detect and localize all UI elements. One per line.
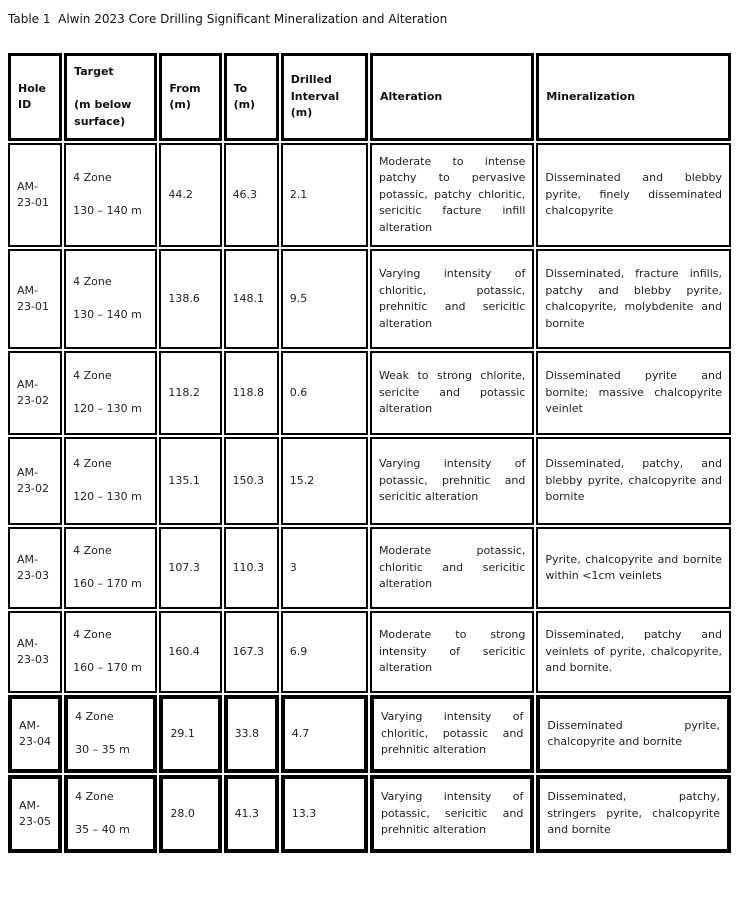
cell-hole-id: AM-23-03 bbox=[8, 611, 63, 693]
cell-drilled-interval: 9.5 bbox=[280, 249, 368, 349]
cell-from: 29.1 bbox=[159, 695, 222, 773]
table-row: AM-23-02 4 Zone 120 – 130 m 118.2 118.8 … bbox=[8, 351, 731, 435]
header-to: To (m) bbox=[223, 53, 279, 141]
cell-mineralization: Disseminated and blebby pyrite, finely d… bbox=[536, 143, 731, 247]
cell-hole-id: AM-23-02 bbox=[8, 437, 63, 525]
cell-mineralization: Disseminated, fracture infills, patchy a… bbox=[536, 249, 731, 349]
cell-drilled-interval: 4.7 bbox=[280, 695, 368, 773]
header-row: Hole ID Target (m below surface) From (m… bbox=[8, 53, 731, 141]
table-row: AM-23-01 4 Zone 130 – 140 m 44.2 46.3 2.… bbox=[8, 143, 731, 247]
cell-to: 110.3 bbox=[223, 527, 279, 609]
cell-mineralization: Pyrite, chalcopyrite and bornite within … bbox=[536, 527, 731, 609]
cell-target: 4 Zone 130 – 140 m bbox=[64, 143, 158, 247]
header-mineralization: Mineralization bbox=[536, 53, 731, 141]
cell-alteration: Moderate to strong intensity of sericiti… bbox=[369, 611, 535, 693]
cell-mineralization: Disseminated, patchy and veinlets of pyr… bbox=[536, 611, 731, 693]
cell-drilled-interval: 15.2 bbox=[280, 437, 368, 525]
table-row: AM-23-01 4 Zone 130 – 140 m 138.6 148.1 … bbox=[8, 249, 731, 349]
cell-mineralization: Disseminated pyrite and bornite; massive… bbox=[536, 351, 731, 435]
cell-hole-id: AM-23-01 bbox=[8, 249, 63, 349]
cell-target: 4 Zone 35 – 40 m bbox=[64, 775, 158, 853]
cell-to: 41.3 bbox=[223, 775, 279, 853]
cell-alteration: Moderate potassic, chloritic and sericit… bbox=[369, 527, 535, 609]
cell-target: 4 Zone 160 – 170 m bbox=[64, 527, 158, 609]
cell-target: 4 Zone 30 – 35 m bbox=[64, 695, 158, 773]
cell-to: 148.1 bbox=[223, 249, 279, 349]
cell-to: 33.8 bbox=[223, 695, 279, 773]
cell-from: 28.0 bbox=[159, 775, 222, 853]
cell-hole-id: AM-23-03 bbox=[8, 527, 63, 609]
header-hole-id: Hole ID bbox=[8, 53, 63, 141]
cell-drilled-interval: 2.1 bbox=[280, 143, 368, 247]
cell-mineralization: Disseminated, patchy, stringers pyrite, … bbox=[536, 775, 731, 853]
cell-from: 160.4 bbox=[159, 611, 222, 693]
cell-from: 138.6 bbox=[159, 249, 222, 349]
cell-alteration: Varying intensity of potassic, prehnitic… bbox=[369, 437, 535, 525]
cell-drilled-interval: 0.6 bbox=[280, 351, 368, 435]
cell-hole-id: AM-23-05 bbox=[8, 775, 63, 853]
cell-from: 118.2 bbox=[159, 351, 222, 435]
cell-mineralization: Disseminated, patchy, and blebby pyrite,… bbox=[536, 437, 731, 525]
cell-target: 4 Zone 130 – 140 m bbox=[64, 249, 158, 349]
cell-from: 107.3 bbox=[159, 527, 222, 609]
cell-to: 150.3 bbox=[223, 437, 279, 525]
drill-results-table: Hole ID Target (m below surface) From (m… bbox=[6, 51, 733, 855]
table-row: AM-23-03 4 Zone 160 – 170 m 160.4 167.3 … bbox=[8, 611, 731, 693]
header-drilled-interval: Drilled Interval (m) bbox=[280, 53, 368, 141]
cell-alteration: Varying intensity of chloritic, potassic… bbox=[369, 695, 535, 773]
cell-mineralization: Disseminated pyrite, chalcopyrite and bo… bbox=[536, 695, 731, 773]
table-row: AM-23-03 4 Zone 160 – 170 m 107.3 110.3 … bbox=[8, 527, 731, 609]
cell-target: 4 Zone 160 – 170 m bbox=[64, 611, 158, 693]
cell-from: 135.1 bbox=[159, 437, 222, 525]
table-caption: Table 1 Alwin 2023 Core Drilling Signifi… bbox=[8, 12, 448, 26]
cell-alteration: Varying intensity of potassic, sericitic… bbox=[369, 775, 535, 853]
cell-target: 4 Zone 120 – 130 m bbox=[64, 437, 158, 525]
cell-hole-id: AM-23-04 bbox=[8, 695, 63, 773]
cell-from: 44.2 bbox=[159, 143, 222, 247]
document-page: Table 1 Alwin 2023 Core Drilling Signifi… bbox=[0, 12, 743, 855]
cell-alteration: Moderate to intense patchy to pervasive … bbox=[369, 143, 535, 247]
cell-to: 46.3 bbox=[223, 143, 279, 247]
header-from: From (m) bbox=[159, 53, 222, 141]
cell-to: 167.3 bbox=[223, 611, 279, 693]
header-target: Target (m below surface) bbox=[64, 53, 158, 141]
cell-drilled-interval: 3 bbox=[280, 527, 368, 609]
cell-alteration: Weak to strong chlorite, sericite and po… bbox=[369, 351, 535, 435]
cell-hole-id: AM-23-02 bbox=[8, 351, 63, 435]
table-row: AM-23-04 4 Zone 30 – 35 m 29.1 33.8 4.7 … bbox=[8, 695, 731, 773]
cell-drilled-interval: 13.3 bbox=[280, 775, 368, 853]
cell-hole-id: AM-23-01 bbox=[8, 143, 63, 247]
cell-drilled-interval: 6.9 bbox=[280, 611, 368, 693]
cell-target: 4 Zone 120 – 130 m bbox=[64, 351, 158, 435]
cell-to: 118.8 bbox=[223, 351, 279, 435]
table-row: AM-23-02 4 Zone 120 – 130 m 135.1 150.3 … bbox=[8, 437, 731, 525]
header-alteration: Alteration bbox=[369, 53, 535, 141]
table-row: AM-23-05 4 Zone 35 – 40 m 28.0 41.3 13.3… bbox=[8, 775, 731, 853]
cell-alteration: Varying intensity of chloritic, potassic… bbox=[369, 249, 535, 349]
